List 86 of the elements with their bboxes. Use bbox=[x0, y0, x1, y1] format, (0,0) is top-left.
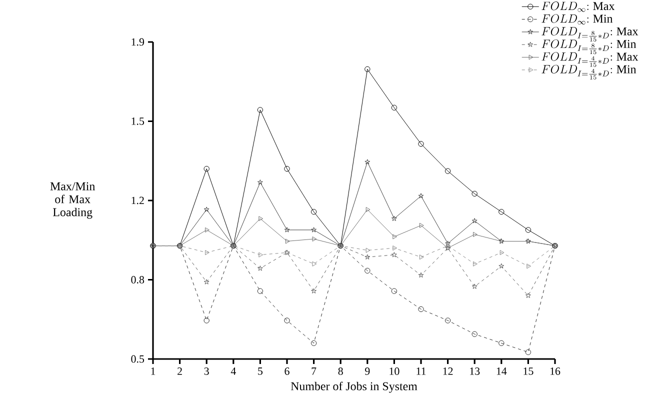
point bbox=[445, 240, 451, 246]
point bbox=[257, 266, 263, 271]
point bbox=[419, 254, 424, 260]
x-tick-label: 12 bbox=[443, 368, 453, 375]
point bbox=[391, 104, 398, 111]
point bbox=[310, 208, 317, 215]
point bbox=[418, 193, 424, 198]
point bbox=[419, 222, 424, 228]
point bbox=[284, 227, 290, 232]
point bbox=[472, 190, 478, 197]
point bbox=[364, 159, 370, 164]
point bbox=[204, 206, 210, 212]
point bbox=[310, 340, 317, 346]
x-tick-label: 11 bbox=[416, 368, 426, 375]
x-tick-label: 2 bbox=[178, 368, 182, 375]
legend-label: $FOLD_{I=\frac{8}{15}*D}\mathrm{:Max}$ bbox=[542, 26, 638, 42]
point bbox=[498, 208, 504, 215]
point bbox=[472, 218, 478, 224]
legend-label: $FOLD_{I=\frac{4}{15}*D}\mathrm{:Min}$ bbox=[542, 64, 636, 80]
y-tick-label: 0.8 bbox=[131, 276, 144, 284]
point bbox=[366, 248, 370, 253]
x-tick-label: 10 bbox=[390, 368, 400, 375]
point bbox=[204, 318, 210, 324]
point bbox=[257, 180, 263, 185]
point bbox=[204, 279, 210, 284]
point bbox=[257, 107, 264, 113]
y-axis-title: Max/Min of Max Loading bbox=[50, 182, 96, 219]
point bbox=[392, 246, 398, 251]
x-tick-label: 14 bbox=[496, 368, 507, 375]
point bbox=[525, 227, 532, 233]
point bbox=[526, 264, 532, 269]
point bbox=[472, 331, 478, 337]
point bbox=[473, 261, 478, 266]
point bbox=[525, 292, 531, 298]
point bbox=[525, 349, 532, 356]
y-tick-label: 1.9 bbox=[132, 38, 144, 46]
x-tick-label: 13 bbox=[470, 368, 480, 375]
point bbox=[284, 318, 290, 324]
legend-label: $FOLD_{\infty}\mathrm{:Max}$ bbox=[542, 2, 615, 12]
point bbox=[312, 236, 317, 242]
x-tick-label: 3 bbox=[204, 368, 209, 375]
point bbox=[364, 254, 370, 260]
point bbox=[472, 284, 478, 289]
point bbox=[500, 250, 504, 256]
x-tick-label: 16 bbox=[550, 368, 560, 375]
point bbox=[418, 306, 424, 312]
point bbox=[205, 227, 210, 232]
point bbox=[257, 288, 264, 294]
x-tick-label: 1 bbox=[151, 368, 156, 375]
point bbox=[311, 227, 317, 232]
y-tick-label: 1.5 bbox=[132, 118, 144, 125]
point bbox=[498, 340, 504, 346]
x-tick-label: 7 bbox=[312, 368, 316, 375]
point bbox=[498, 263, 504, 269]
point bbox=[392, 234, 398, 240]
point bbox=[284, 166, 290, 172]
y-tick-label: 1.2 bbox=[132, 196, 144, 204]
point bbox=[204, 166, 210, 172]
point bbox=[391, 216, 397, 221]
point bbox=[444, 318, 451, 324]
point bbox=[366, 207, 370, 212]
x-tick-label: 9 bbox=[365, 368, 370, 375]
x-tick-label: 8 bbox=[338, 368, 343, 375]
point bbox=[311, 288, 317, 294]
point bbox=[391, 288, 398, 294]
point bbox=[473, 232, 478, 237]
point bbox=[391, 252, 397, 258]
x-tick-label: 5 bbox=[258, 368, 263, 375]
point bbox=[418, 141, 424, 147]
point bbox=[364, 66, 370, 72]
legend-label: $FOLD_{\infty}\mathrm{:Min}$ bbox=[542, 14, 613, 24]
legend-label: $FOLD_{I=\frac{8}{15}*D}\mathrm{:Min}$ bbox=[542, 40, 636, 54]
point bbox=[205, 250, 210, 256]
point bbox=[285, 238, 290, 244]
x-axis-title: Number of Jobs in System bbox=[290, 382, 418, 393]
point bbox=[418, 272, 424, 278]
point bbox=[364, 268, 370, 274]
legend-label: $FOLD_{I=\frac{4}{15}*D}\mathrm{:Max}$ bbox=[542, 52, 638, 67]
point bbox=[258, 252, 264, 258]
x-tick-label: 4 bbox=[230, 368, 236, 375]
x-tick-label: 15 bbox=[524, 368, 534, 375]
point bbox=[312, 261, 317, 266]
point bbox=[258, 216, 264, 222]
point bbox=[444, 168, 451, 174]
y-tick-label: 0.5 bbox=[131, 355, 144, 363]
x-tick-label: 6 bbox=[284, 368, 290, 375]
